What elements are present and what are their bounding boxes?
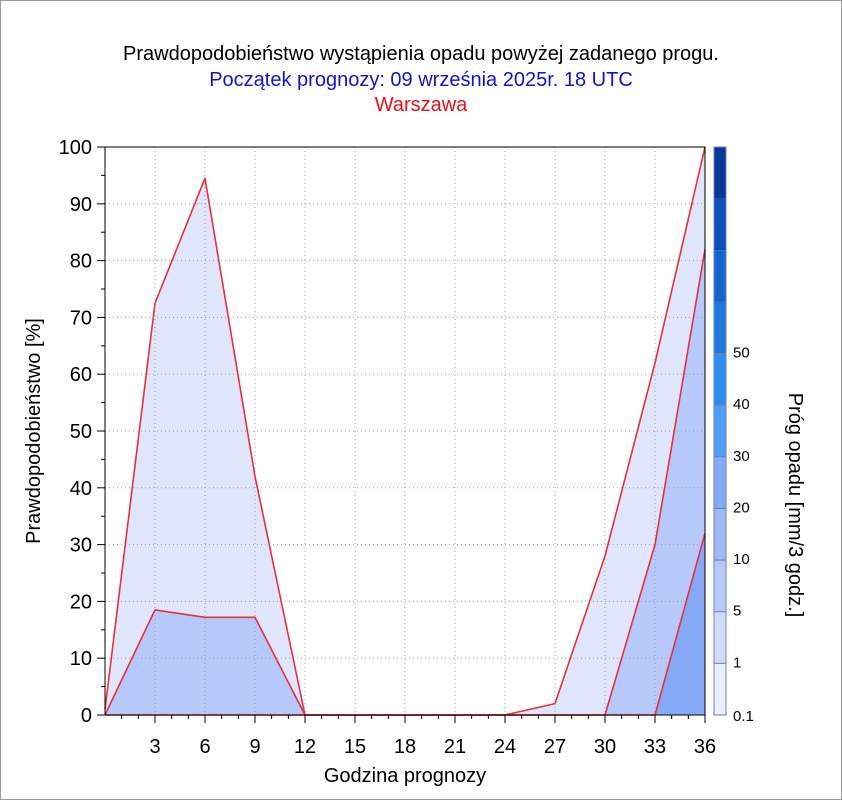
x-tick-label: 30 xyxy=(594,736,616,758)
series-areas xyxy=(105,147,705,715)
colorbar-label: Próg opadu [mm/3 godz.] xyxy=(784,393,806,618)
y-tick-label: 50 xyxy=(70,421,92,443)
y-tick-label: 80 xyxy=(70,251,92,273)
x-tick-label: 9 xyxy=(249,736,260,758)
y-tick-label: 60 xyxy=(70,364,92,386)
colorbar-segment xyxy=(714,611,726,664)
colorbar-segment xyxy=(714,198,726,251)
y-tick-label: 70 xyxy=(70,307,92,329)
chart-subtitle: Początek prognozy: 09 września 2025r. 18… xyxy=(209,69,633,91)
x-tick-label: 12 xyxy=(294,736,316,758)
x-tick-label: 18 xyxy=(394,736,416,758)
x-axis-ticks: 3 6 9 12 15 18 21 24 27 30 33 36 xyxy=(121,715,716,758)
x-tick-label: 36 xyxy=(694,736,716,758)
x-tick-label: 27 xyxy=(544,736,566,758)
colorbar-tick-label: 0.1 xyxy=(733,708,754,725)
colorbar-border xyxy=(713,146,727,716)
colorbar-segment xyxy=(714,147,726,199)
chart-title: Prawdopodobieństwo wystąpienia opadu pow… xyxy=(123,43,719,65)
colorbar: 0.1 1 5 10 20 30 40 50 xyxy=(713,146,754,725)
colorbar-segment xyxy=(714,301,726,354)
colorbar-tick-label: 1 xyxy=(733,654,741,671)
colorbar-tick-label: 50 xyxy=(733,345,750,362)
colorbar-tick-label: 40 xyxy=(733,396,750,413)
x-tick-label: 15 xyxy=(344,736,366,758)
y-tick-label: 30 xyxy=(70,535,92,557)
x-tick-label: 21 xyxy=(444,736,466,758)
y-tick-label: 20 xyxy=(70,591,92,613)
y-tick-label: 90 xyxy=(70,194,92,216)
y-tick-label: 40 xyxy=(70,478,92,500)
colorbar-segment xyxy=(714,456,726,509)
y-tick-label: 0 xyxy=(81,705,92,727)
colorbar-segment xyxy=(714,663,726,715)
colorbar-segment xyxy=(714,250,726,302)
series-area-0-1 xyxy=(105,147,705,715)
x-tick-label: 3 xyxy=(149,736,160,758)
x-axis-label: Godzina prognozy xyxy=(324,765,486,787)
x-tick-label: 24 xyxy=(494,736,516,758)
y-axis-label: Prawdopodobieństwo [%] xyxy=(23,318,45,544)
y-tick-label: 100 xyxy=(59,137,92,159)
colorbar-segment xyxy=(714,353,726,406)
series-area-1 xyxy=(105,249,705,715)
x-tick-label: 6 xyxy=(199,736,210,758)
colorbar-segment xyxy=(714,560,726,612)
chart-location: Warszawa xyxy=(374,94,468,116)
colorbar-tick-label: 5 xyxy=(733,603,741,620)
colorbar-tick-label: 30 xyxy=(733,448,750,465)
y-axis-ticks: 0 10 20 30 40 50 60 70 80 90 100 xyxy=(59,137,105,727)
colorbar-tick-label: 20 xyxy=(733,499,750,516)
y-tick-label: 10 xyxy=(70,648,92,670)
colorbar-segment xyxy=(714,405,726,457)
colorbar-tick-label: 10 xyxy=(733,551,750,568)
colorbar-segment xyxy=(714,508,726,561)
x-tick-label: 33 xyxy=(644,736,666,758)
